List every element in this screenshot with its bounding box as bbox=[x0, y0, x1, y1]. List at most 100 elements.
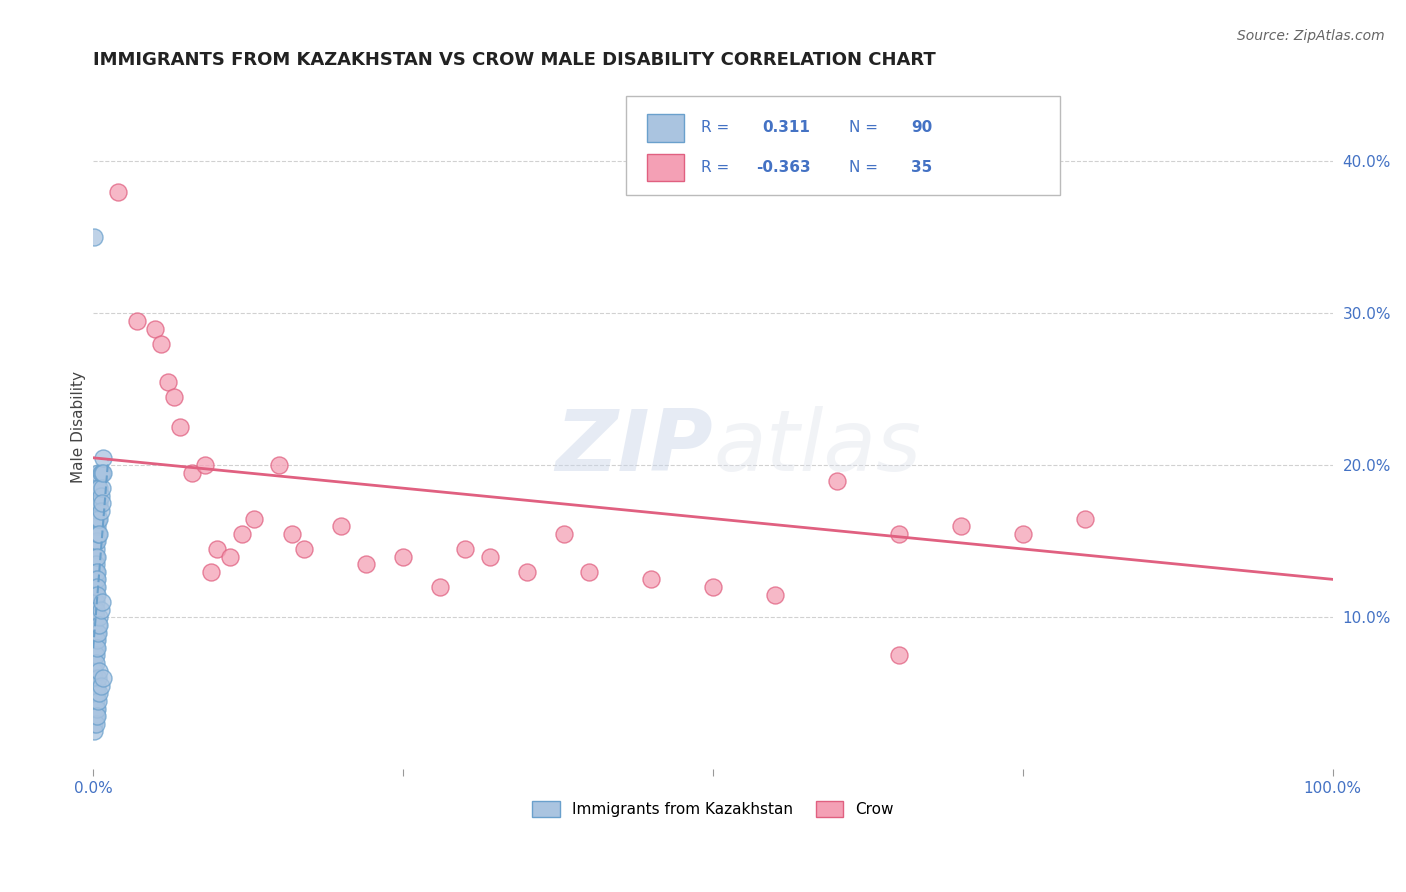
Point bbox=[84, 648, 107, 663]
Point bbox=[83, 595, 105, 609]
Point bbox=[205, 541, 228, 556]
Point bbox=[84, 573, 107, 587]
Point bbox=[89, 610, 111, 624]
Point bbox=[156, 375, 179, 389]
Point bbox=[86, 580, 108, 594]
Point bbox=[84, 534, 107, 549]
Point bbox=[90, 504, 112, 518]
Point bbox=[84, 610, 107, 624]
Point bbox=[125, 314, 148, 328]
Point bbox=[83, 573, 105, 587]
Point bbox=[90, 595, 112, 609]
Point bbox=[87, 526, 110, 541]
Point bbox=[200, 565, 222, 579]
Point bbox=[90, 481, 112, 495]
Point bbox=[107, 185, 129, 199]
Point bbox=[83, 618, 105, 632]
Point bbox=[87, 481, 110, 495]
Point bbox=[91, 671, 114, 685]
Point bbox=[87, 618, 110, 632]
Point bbox=[84, 496, 107, 510]
Text: Source: ZipAtlas.com: Source: ZipAtlas.com bbox=[1237, 29, 1385, 43]
Point bbox=[87, 671, 110, 685]
FancyBboxPatch shape bbox=[626, 95, 1060, 195]
Point bbox=[1074, 511, 1097, 525]
Point bbox=[86, 549, 108, 564]
Point bbox=[90, 466, 112, 480]
Point bbox=[83, 664, 105, 678]
Point bbox=[86, 625, 108, 640]
Point bbox=[90, 679, 112, 693]
Point bbox=[84, 716, 107, 731]
Text: atlas: atlas bbox=[713, 407, 921, 490]
Point bbox=[280, 526, 302, 541]
Point bbox=[90, 489, 112, 503]
Point bbox=[86, 519, 108, 533]
Text: ZIP: ZIP bbox=[555, 407, 713, 490]
Point bbox=[84, 633, 107, 648]
Point bbox=[83, 671, 105, 685]
Point bbox=[86, 701, 108, 715]
Point bbox=[454, 541, 477, 556]
Point bbox=[87, 625, 110, 640]
Point bbox=[89, 511, 111, 525]
Point bbox=[292, 541, 315, 556]
Text: N =: N = bbox=[849, 120, 879, 136]
Point bbox=[87, 496, 110, 510]
Point bbox=[84, 709, 107, 723]
Point bbox=[83, 648, 105, 663]
Text: 35: 35 bbox=[911, 160, 932, 175]
Point bbox=[83, 580, 105, 594]
Point bbox=[87, 466, 110, 480]
Point bbox=[89, 686, 111, 700]
Point bbox=[354, 557, 377, 571]
Point bbox=[90, 496, 112, 510]
Point bbox=[89, 526, 111, 541]
Point bbox=[84, 565, 107, 579]
Point bbox=[163, 390, 186, 404]
Point bbox=[143, 321, 166, 335]
Point bbox=[553, 526, 575, 541]
Point bbox=[89, 618, 111, 632]
Text: N =: N = bbox=[849, 160, 879, 175]
Point bbox=[91, 450, 114, 465]
Point bbox=[86, 588, 108, 602]
Point bbox=[84, 541, 107, 556]
Point bbox=[887, 526, 910, 541]
Point bbox=[392, 549, 415, 564]
Point bbox=[83, 588, 105, 602]
Text: R =: R = bbox=[700, 120, 728, 136]
Point bbox=[640, 573, 662, 587]
Point bbox=[429, 580, 451, 594]
Legend: Immigrants from Kazakhstan, Crow: Immigrants from Kazakhstan, Crow bbox=[526, 795, 900, 823]
Point bbox=[84, 580, 107, 594]
Point bbox=[91, 466, 114, 480]
Point bbox=[83, 603, 105, 617]
Point bbox=[887, 648, 910, 663]
Point bbox=[87, 694, 110, 708]
Point bbox=[84, 557, 107, 571]
Point bbox=[83, 701, 105, 715]
Point bbox=[702, 580, 724, 594]
Point bbox=[83, 610, 105, 624]
Point bbox=[84, 640, 107, 655]
Point bbox=[231, 526, 253, 541]
FancyBboxPatch shape bbox=[647, 154, 685, 181]
Point bbox=[83, 724, 105, 739]
Point bbox=[86, 679, 108, 693]
Point bbox=[87, 511, 110, 525]
Point bbox=[83, 640, 105, 655]
Point bbox=[90, 466, 112, 480]
Point bbox=[194, 458, 217, 473]
Point bbox=[330, 519, 353, 533]
Point bbox=[86, 534, 108, 549]
Point bbox=[949, 519, 972, 533]
Point bbox=[86, 504, 108, 518]
Point bbox=[90, 603, 112, 617]
Text: 90: 90 bbox=[911, 120, 932, 136]
Point bbox=[83, 686, 105, 700]
Point bbox=[1012, 526, 1035, 541]
Text: 0.311: 0.311 bbox=[762, 120, 810, 136]
Point bbox=[84, 511, 107, 525]
Point bbox=[84, 686, 107, 700]
